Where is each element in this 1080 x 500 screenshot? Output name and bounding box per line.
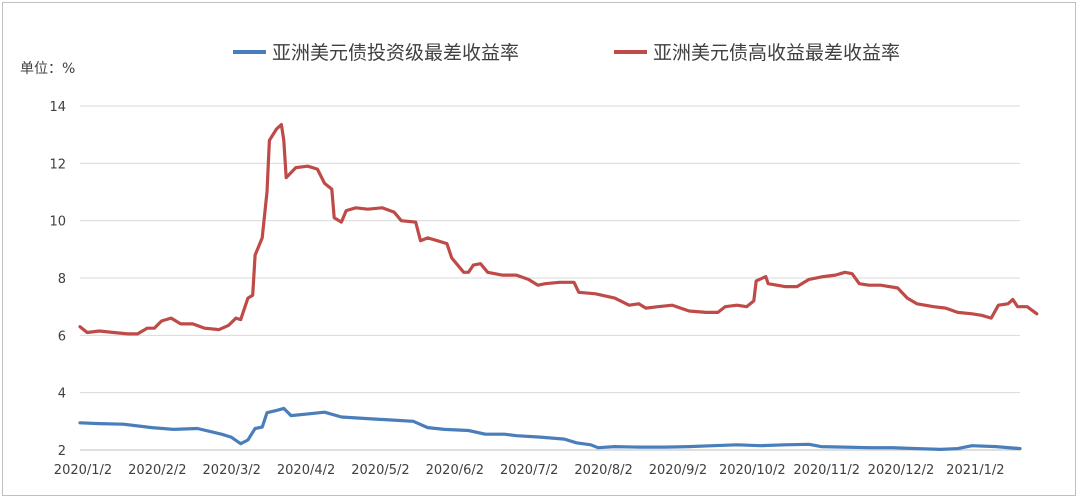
series-line-hy (78, 122, 1039, 336)
y-tick-label: 8 (58, 272, 66, 287)
x-tick-label: 2020/1/2 (54, 463, 112, 478)
legend-label-ig: 亚洲美元债投资级最差收益率 (272, 42, 519, 64)
x-tick-label: 2020/10/2 (719, 463, 786, 478)
x-tick-label: 2021/1/2 (946, 463, 1004, 478)
y-tick-label: 2 (58, 444, 66, 459)
x-tick-label: 2020/8/2 (574, 463, 632, 478)
x-tick-label: 2020/5/2 (351, 463, 409, 478)
y-tick-label: 12 (49, 157, 66, 172)
x-tick-label: 2020/2/2 (128, 463, 186, 478)
y-axis-ticks: 2 4 6 8 10 12 14 (49, 100, 66, 459)
x-tick-label: 2020/9/2 (649, 463, 707, 478)
legend: 亚洲美元债投资级最差收益率 亚洲美元债高收益最差收益率 (233, 42, 900, 64)
series-line-ig (78, 406, 1022, 451)
unit-label: 单位：% (20, 61, 75, 77)
x-tick-label: 2020/11/2 (793, 463, 860, 478)
x-axis-ticks: 2020/1/2 2020/2/2 2020/3/2 2020/4/2 2020/5/2… (54, 463, 1005, 478)
legend-label-hy: 亚洲美元债高收益最差收益率 (653, 42, 900, 64)
y-tick-label: 4 (58, 387, 66, 402)
x-tick-label: 2020/4/2 (277, 463, 335, 478)
x-tick-label: 2020/6/2 (426, 463, 484, 478)
x-tick-label: 2020/3/2 (203, 463, 261, 478)
x-tick-label: 2020/7/2 (500, 463, 558, 478)
y-tick-label: 6 (58, 329, 66, 344)
y-tick-label: 10 (49, 215, 66, 230)
gridlines (80, 105, 1020, 451)
y-tick-label: 14 (49, 100, 66, 115)
x-tick-label: 2020/12/2 (868, 463, 935, 478)
series-lines (78, 122, 1039, 451)
